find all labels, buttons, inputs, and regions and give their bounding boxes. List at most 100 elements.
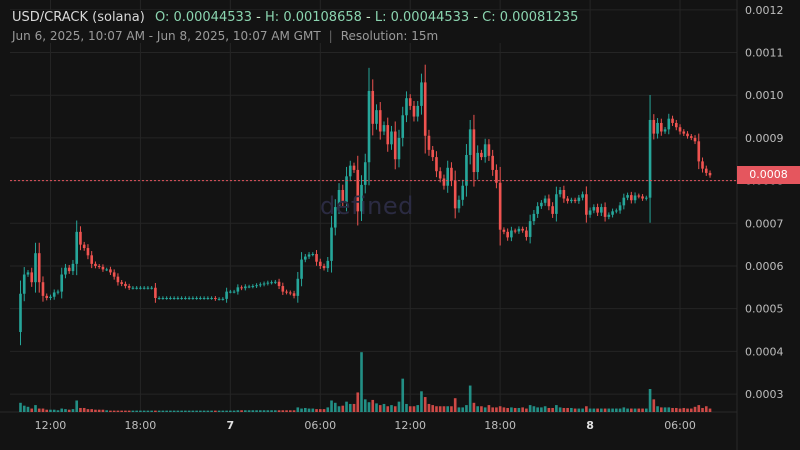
volume-bar bbox=[596, 408, 599, 412]
candle-body bbox=[659, 122, 663, 132]
candle-body bbox=[543, 198, 547, 203]
volume-bar bbox=[154, 410, 157, 412]
candle-body bbox=[412, 105, 416, 117]
candle-body bbox=[139, 287, 142, 289]
volume-bar bbox=[689, 408, 693, 412]
candle-body bbox=[442, 178, 446, 186]
candle-body bbox=[274, 281, 277, 283]
candle-body bbox=[281, 286, 285, 292]
volume-bar bbox=[225, 410, 228, 412]
y-tick-label: 0.0005 bbox=[745, 303, 784, 316]
volume-bar bbox=[139, 410, 142, 412]
volume-bar bbox=[506, 407, 509, 412]
volume-bar bbox=[704, 406, 708, 412]
volume-bar bbox=[674, 407, 678, 412]
candle-body bbox=[37, 253, 41, 283]
volume-bar bbox=[45, 409, 49, 412]
y-tick-label: 0.0009 bbox=[745, 132, 784, 145]
candle-body bbox=[86, 248, 90, 256]
candle-body bbox=[480, 152, 483, 158]
volume-bar bbox=[180, 410, 183, 412]
candle-body bbox=[701, 161, 704, 169]
candle-body bbox=[652, 119, 656, 134]
volume-bar bbox=[363, 399, 367, 412]
candle-body bbox=[645, 197, 648, 199]
current-price-tag: 0.0008 bbox=[737, 166, 800, 184]
candle-body bbox=[603, 207, 607, 217]
candle-body bbox=[210, 298, 213, 300]
candle-body bbox=[176, 298, 180, 300]
volume-bar bbox=[274, 410, 277, 412]
volume-bar bbox=[618, 408, 622, 412]
candle-body bbox=[360, 184, 363, 212]
volume-bar bbox=[663, 407, 667, 412]
candle-body bbox=[191, 298, 195, 300]
candle-body bbox=[169, 298, 172, 300]
candle-body bbox=[686, 133, 689, 137]
candle-body bbox=[648, 119, 652, 198]
volume-bar bbox=[296, 407, 300, 412]
candle-body bbox=[315, 254, 318, 262]
volume-bar bbox=[105, 410, 108, 412]
candle-body bbox=[318, 261, 322, 266]
volume-bar bbox=[236, 410, 240, 412]
candle-body bbox=[52, 292, 56, 297]
candle-body bbox=[116, 276, 120, 283]
volume-bar bbox=[693, 406, 697, 412]
candle-body bbox=[232, 291, 236, 293]
volume-bar bbox=[528, 405, 532, 412]
candle-body bbox=[266, 282, 270, 284]
candle-body bbox=[195, 298, 198, 300]
volume-bar bbox=[56, 410, 60, 412]
volume-bar bbox=[438, 406, 442, 412]
volume-bar bbox=[701, 407, 704, 412]
volume-bar bbox=[360, 352, 363, 412]
volume-bar bbox=[611, 408, 614, 412]
volume-bar bbox=[150, 410, 153, 412]
candle-body bbox=[630, 195, 633, 201]
x-tick-label: 18:00 bbox=[125, 419, 157, 432]
candle-body bbox=[495, 169, 498, 183]
candle-body bbox=[461, 185, 465, 200]
candle-body bbox=[135, 287, 138, 289]
candle-body bbox=[165, 298, 168, 300]
candle-body bbox=[19, 293, 22, 333]
volume-bar bbox=[408, 406, 412, 412]
volume-bar bbox=[124, 410, 127, 412]
candle-body bbox=[427, 135, 431, 150]
volume-bar bbox=[521, 407, 524, 412]
candle-body bbox=[525, 230, 528, 237]
candle-body bbox=[142, 287, 146, 289]
resolution-label: Resolution: 15m bbox=[340, 29, 439, 43]
candle-body bbox=[592, 207, 596, 211]
candle-body bbox=[405, 98, 408, 116]
candle-body bbox=[476, 152, 479, 173]
candle-body bbox=[363, 162, 367, 185]
volume-bar bbox=[187, 410, 191, 412]
candle-body bbox=[307, 254, 311, 257]
volume-bar bbox=[127, 410, 131, 412]
candle-body bbox=[483, 144, 487, 158]
volume-bar bbox=[52, 409, 56, 412]
candle-body bbox=[292, 293, 296, 296]
candle-body bbox=[375, 110, 378, 124]
candle-body bbox=[596, 207, 599, 213]
volume-bar bbox=[30, 408, 34, 412]
volume-bar bbox=[146, 410, 150, 412]
volume-bar bbox=[659, 407, 663, 412]
volume-bar bbox=[217, 410, 221, 412]
volume-bar bbox=[322, 409, 326, 412]
candle-body bbox=[79, 231, 82, 245]
volume-bar bbox=[555, 405, 558, 412]
candle-body bbox=[236, 287, 240, 292]
candle-body bbox=[401, 115, 405, 138]
candle-body bbox=[34, 253, 37, 283]
candle-body bbox=[348, 165, 352, 177]
candle-body bbox=[600, 207, 603, 213]
volume-bar bbox=[513, 407, 517, 412]
volume-bar bbox=[416, 405, 420, 412]
volume-bar bbox=[656, 406, 659, 412]
